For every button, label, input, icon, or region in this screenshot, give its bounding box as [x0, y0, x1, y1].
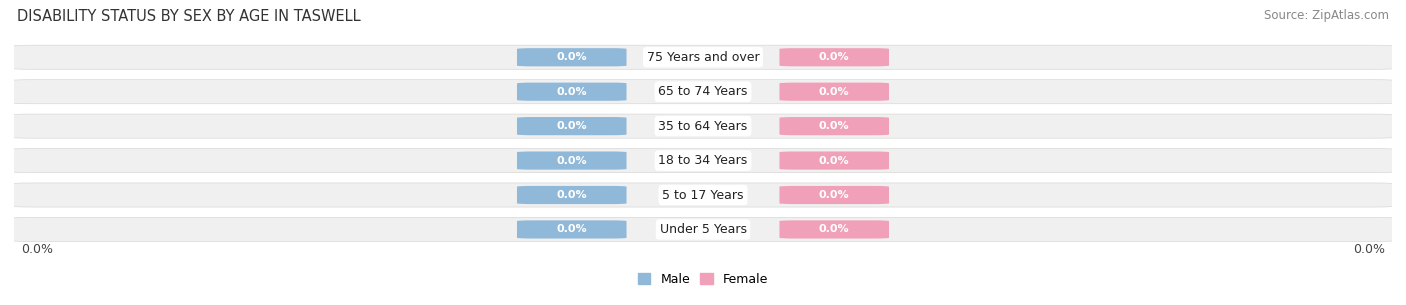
FancyBboxPatch shape — [779, 117, 889, 135]
FancyBboxPatch shape — [779, 83, 889, 101]
FancyBboxPatch shape — [7, 80, 1399, 104]
Text: 0.0%: 0.0% — [557, 121, 588, 131]
Text: 0.0%: 0.0% — [557, 87, 588, 97]
Text: 0.0%: 0.0% — [557, 52, 588, 62]
Text: 0.0%: 0.0% — [818, 190, 849, 200]
FancyBboxPatch shape — [7, 183, 1399, 207]
FancyBboxPatch shape — [517, 220, 627, 239]
FancyBboxPatch shape — [517, 83, 627, 101]
Text: 35 to 64 Years: 35 to 64 Years — [658, 120, 748, 133]
Text: 65 to 74 Years: 65 to 74 Years — [658, 85, 748, 98]
FancyBboxPatch shape — [517, 152, 627, 170]
Text: 0.0%: 0.0% — [557, 156, 588, 166]
Text: Source: ZipAtlas.com: Source: ZipAtlas.com — [1264, 9, 1389, 22]
Text: 0.0%: 0.0% — [818, 52, 849, 62]
FancyBboxPatch shape — [779, 152, 889, 170]
FancyBboxPatch shape — [779, 48, 889, 66]
Text: 0.0%: 0.0% — [557, 190, 588, 200]
FancyBboxPatch shape — [779, 186, 889, 204]
FancyBboxPatch shape — [7, 217, 1399, 242]
Legend: Male, Female: Male, Female — [633, 268, 773, 291]
Text: 0.0%: 0.0% — [21, 243, 53, 256]
Text: 18 to 34 Years: 18 to 34 Years — [658, 154, 748, 167]
Text: Under 5 Years: Under 5 Years — [659, 223, 747, 236]
Text: 0.0%: 0.0% — [1353, 243, 1385, 256]
Text: 0.0%: 0.0% — [557, 224, 588, 235]
FancyBboxPatch shape — [7, 114, 1399, 138]
Text: 5 to 17 Years: 5 to 17 Years — [662, 188, 744, 202]
FancyBboxPatch shape — [779, 220, 889, 239]
FancyBboxPatch shape — [7, 149, 1399, 173]
FancyBboxPatch shape — [517, 117, 627, 135]
FancyBboxPatch shape — [517, 48, 627, 66]
FancyBboxPatch shape — [517, 186, 627, 204]
Text: DISABILITY STATUS BY SEX BY AGE IN TASWELL: DISABILITY STATUS BY SEX BY AGE IN TASWE… — [17, 9, 360, 24]
FancyBboxPatch shape — [7, 45, 1399, 69]
Text: 0.0%: 0.0% — [818, 121, 849, 131]
Text: 0.0%: 0.0% — [818, 87, 849, 97]
Text: 0.0%: 0.0% — [818, 224, 849, 235]
Text: 75 Years and over: 75 Years and over — [647, 51, 759, 64]
Text: 0.0%: 0.0% — [818, 156, 849, 166]
